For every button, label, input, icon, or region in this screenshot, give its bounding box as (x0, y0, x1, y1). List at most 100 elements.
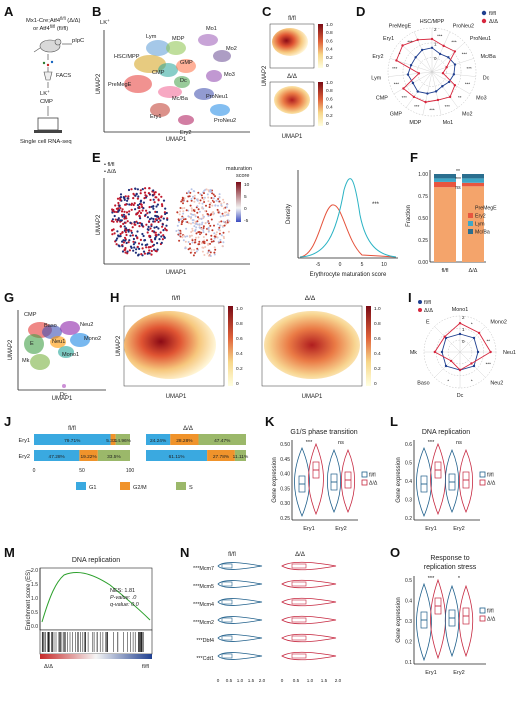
cluster-blob (210, 104, 230, 116)
scatter-point (190, 213, 193, 216)
violin-ytick: 0.6 (405, 442, 412, 448)
cluster-label: MDP (172, 36, 185, 42)
radar-point (411, 81, 415, 85)
violin-box (221, 563, 233, 569)
legend-label: Δ/Δ (487, 481, 496, 487)
panel-c-top-heat (272, 28, 308, 56)
scatter-point (139, 200, 142, 203)
radar-point (433, 350, 436, 354)
radar-axis-label: Mo2 (462, 111, 473, 117)
n-xtick: 0.5 (293, 678, 300, 683)
violin-ytick: 0.25 (280, 516, 290, 522)
scatter-point (218, 232, 221, 235)
scatter-point (122, 222, 125, 225)
scatter-point (125, 233, 128, 237)
scatter-point (132, 240, 135, 243)
scale-tick: 0.2 (326, 113, 333, 119)
scatter-point (137, 195, 140, 198)
panel-c-top-label: fl/fl (288, 16, 296, 22)
panel-g-ylabel: UMAP2 (8, 339, 14, 360)
scatter-point (178, 239, 181, 242)
scatter-point (207, 227, 210, 230)
scatter-point (152, 220, 155, 223)
panel-b-ylabel: UMAP2 (96, 73, 102, 94)
cluster-label: Mo2 (226, 46, 237, 52)
scatter-point (189, 191, 192, 194)
violin-shape (281, 615, 337, 625)
scatter-point (209, 242, 211, 245)
scatter-point (139, 211, 143, 215)
scatter-point (138, 247, 141, 250)
scatter-point (201, 242, 203, 245)
scatter-point (146, 231, 149, 234)
scatter-point (203, 201, 206, 203)
stacked-bar-segment (462, 178, 484, 183)
f-ytick: 0.00 (418, 260, 428, 266)
scale-tick: 0.8 (326, 88, 333, 94)
scatter-point (156, 203, 159, 206)
scatter-point (183, 207, 186, 209)
phase-bar-label: 47.47% (214, 438, 231, 444)
scatter-point (130, 231, 133, 234)
scatter-point (155, 205, 158, 208)
legend-label: fl/fl (487, 609, 494, 615)
scatter-point (119, 196, 123, 199)
scatter-point (149, 245, 152, 249)
scatter-point (200, 223, 203, 226)
scale-tick: 0 (326, 121, 329, 127)
scatter-point (185, 209, 188, 212)
scatter-point (194, 220, 197, 223)
violin-shape (326, 448, 342, 514)
radar-axis-label: Mo1 (443, 120, 454, 126)
scatter-point (162, 229, 165, 232)
scatter-point (204, 246, 207, 248)
scatter-point (112, 210, 115, 213)
panel-m-gsea: DNA replication NES: 1.81 P-value: .0 q-… (26, 557, 153, 670)
cluster-label: ProNeu2 (214, 118, 236, 124)
radar-axis-label: HSC/MPP (420, 19, 445, 25)
violin-shape (217, 562, 263, 570)
scatter-point (179, 235, 182, 238)
scatter-point (125, 241, 128, 245)
scatter-point (182, 202, 184, 205)
panel-letter-g: G (4, 290, 15, 305)
scatter-point (196, 205, 199, 208)
scatter-point (207, 249, 210, 252)
violin-ytick: 0.5 (405, 461, 412, 467)
scatter-point (216, 223, 219, 226)
scatter-point (134, 241, 137, 244)
scatter-point (123, 217, 126, 220)
scatter-point (133, 202, 136, 205)
panel-e-scale-title: maturation (226, 166, 252, 172)
cluster-label: ProNeu1 (206, 94, 228, 100)
gsea-ytick: 0.5 (31, 610, 38, 616)
scatter-point (146, 228, 149, 231)
radar-axis-label: Baso (417, 380, 429, 386)
radar-point (441, 71, 445, 75)
scatter-point (218, 221, 221, 223)
scatter-point (184, 240, 187, 243)
stacked-bar-segment (462, 182, 484, 187)
scale-tick: 0 (244, 206, 247, 212)
radar-star: *** (394, 82, 400, 87)
phase-bar-label: 27.78% (213, 454, 230, 460)
scale-tick: 5 (244, 194, 247, 200)
scatter-point (136, 211, 140, 214)
scatter-point (153, 201, 156, 204)
scatter-point (147, 192, 150, 195)
scatter-point (189, 247, 191, 250)
cluster-label: CMP (152, 70, 165, 76)
scatter-point (214, 248, 217, 251)
scatter-point (213, 232, 216, 235)
scatter-point (137, 242, 141, 245)
scatter-point (119, 207, 122, 210)
scatter-point (157, 227, 160, 230)
scatter-point (154, 249, 157, 252)
violin-shape (217, 652, 263, 660)
scatter-point (204, 210, 207, 212)
scatter-point (129, 234, 132, 237)
scatter-point (201, 202, 204, 205)
scatter-point (211, 211, 214, 214)
n-xtick: 2.0 (335, 678, 342, 683)
radar-ring-label: 2 (462, 315, 465, 320)
